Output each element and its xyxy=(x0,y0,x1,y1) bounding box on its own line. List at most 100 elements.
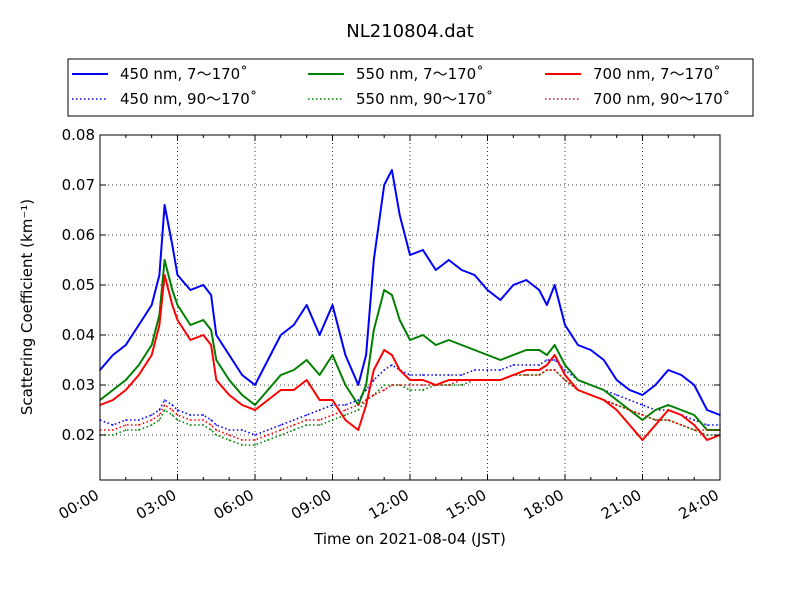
data-point xyxy=(641,394,644,396)
data-point xyxy=(215,429,218,431)
data-point xyxy=(538,369,540,371)
data-point xyxy=(112,354,114,356)
data-point xyxy=(210,419,212,421)
data-point xyxy=(577,379,579,381)
data-point xyxy=(538,374,540,376)
data-point xyxy=(365,389,367,391)
data-point xyxy=(215,359,218,361)
data-point xyxy=(241,404,243,406)
data-point xyxy=(667,409,670,411)
data-point xyxy=(293,389,295,391)
data-point xyxy=(158,324,161,326)
data-point xyxy=(138,419,140,421)
data-point xyxy=(693,419,695,421)
data-point xyxy=(293,424,295,426)
data-point xyxy=(373,329,375,331)
data-point xyxy=(564,364,566,366)
data-point xyxy=(163,204,166,206)
data-point xyxy=(448,384,450,386)
data-point xyxy=(391,384,393,386)
data-point xyxy=(189,424,192,426)
data-point xyxy=(176,304,179,306)
data-point xyxy=(267,434,269,436)
data-point xyxy=(499,379,502,381)
data-point xyxy=(706,429,708,431)
data-point xyxy=(241,374,243,376)
data-point xyxy=(150,419,153,421)
data-point xyxy=(305,359,308,361)
data-point xyxy=(163,259,166,261)
data-point xyxy=(112,429,114,431)
data-point xyxy=(667,404,670,406)
data-point xyxy=(176,319,179,321)
data-point xyxy=(628,409,631,411)
y-axis-label: Scattering Coefficient (km⁻¹) xyxy=(18,199,36,415)
data-point xyxy=(460,374,463,376)
data-point xyxy=(344,384,347,386)
data-point xyxy=(280,334,282,336)
data-point xyxy=(525,369,528,371)
data-point xyxy=(318,374,321,376)
data-point xyxy=(305,424,308,426)
data-point xyxy=(254,434,256,436)
y-tick-label: 0.05 xyxy=(62,276,95,294)
data-point xyxy=(641,414,644,416)
data-point xyxy=(460,344,463,346)
data-point xyxy=(615,379,618,381)
data-point xyxy=(150,344,153,346)
data-point xyxy=(693,384,695,386)
data-point xyxy=(125,419,127,421)
data-point xyxy=(693,429,695,431)
data-point xyxy=(189,414,192,416)
data-point xyxy=(373,394,375,396)
chart-title: NL210804.dat xyxy=(346,21,473,42)
data-point xyxy=(176,274,179,276)
data-point xyxy=(158,409,161,411)
data-point xyxy=(202,424,205,426)
data-point xyxy=(628,399,631,401)
data-point xyxy=(641,439,644,441)
data-point xyxy=(525,279,528,281)
y-tick-label: 0.08 xyxy=(62,126,95,144)
data-point xyxy=(228,429,230,431)
data-point xyxy=(150,354,153,356)
data-point xyxy=(667,369,670,371)
data-point xyxy=(138,429,140,431)
data-point xyxy=(171,289,174,291)
data-point xyxy=(409,389,411,391)
data-point xyxy=(486,289,489,291)
data-point xyxy=(525,374,528,376)
data-point xyxy=(693,414,695,416)
data-point xyxy=(210,329,212,331)
data-point xyxy=(603,359,605,361)
data-point xyxy=(254,384,256,386)
data-point xyxy=(706,409,708,411)
data-point xyxy=(486,354,489,356)
data-point xyxy=(112,399,114,401)
data-point xyxy=(564,374,566,376)
data-point xyxy=(564,379,566,381)
data-point xyxy=(150,424,153,426)
data-point xyxy=(460,269,463,271)
data-point xyxy=(512,354,515,356)
data-point xyxy=(615,409,618,411)
data-point xyxy=(365,384,367,386)
data-point xyxy=(654,384,657,386)
data-point xyxy=(409,254,411,256)
data-point xyxy=(344,414,347,416)
data-point xyxy=(473,274,476,276)
data-point xyxy=(267,359,269,361)
data-point xyxy=(176,419,179,421)
data-point xyxy=(241,429,243,431)
data-point xyxy=(138,324,140,326)
data-point xyxy=(318,399,321,401)
legend-label: 550 nm, 90～170˚ xyxy=(356,90,493,108)
data-point xyxy=(603,399,605,401)
data-point xyxy=(628,424,631,426)
data-point xyxy=(344,404,347,406)
legend-label: 450 nm, 90～170˚ xyxy=(120,90,257,108)
data-point xyxy=(215,334,218,336)
data-point xyxy=(158,419,161,421)
